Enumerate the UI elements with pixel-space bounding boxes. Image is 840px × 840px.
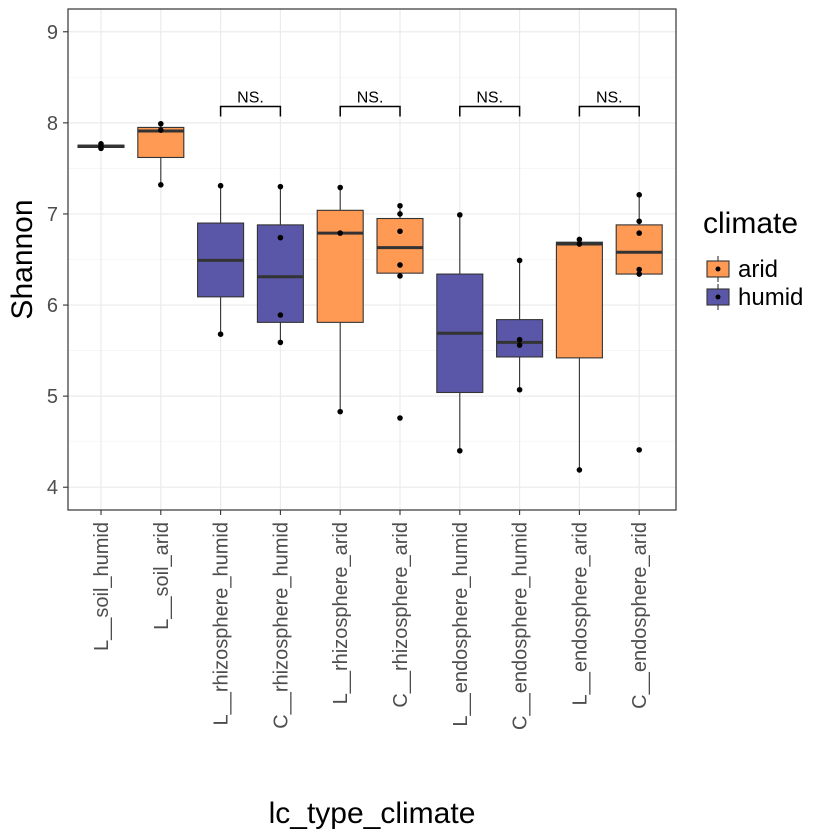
bracket-line <box>578 105 640 117</box>
data-point <box>397 415 403 421</box>
data-point <box>397 262 403 268</box>
data-point <box>337 230 344 236</box>
y-tick-label: 4 <box>47 477 58 499</box>
box-L__endosphere_arid <box>555 236 603 473</box>
box-iqr <box>555 241 603 359</box>
bracket-line <box>219 105 282 117</box>
x-tick-label: C__endosphere_humid <box>510 522 532 730</box>
data-point <box>397 202 403 209</box>
data-point <box>217 331 224 337</box>
data-point <box>277 234 284 241</box>
box-L__soil_arid <box>137 120 185 188</box>
bracket-line <box>459 105 521 117</box>
data-point <box>158 127 164 133</box>
data-point <box>277 339 284 346</box>
box-L__soil_humid <box>77 141 125 152</box>
legend-title: climate <box>703 207 798 240</box>
x-tick-label: L__soil_humid <box>91 522 113 651</box>
data-point <box>158 120 164 127</box>
data-point <box>457 212 463 218</box>
x-axis-title: lc_type_climate <box>269 797 476 830</box>
data-point <box>516 342 523 348</box>
legend-item-humid: humid <box>706 284 803 311</box>
box-L__rhizosphere_humid <box>197 182 245 337</box>
data-point <box>636 218 642 225</box>
significance-brackets: NS. NS. NS. NS. <box>219 89 640 117</box>
plot-panel-border <box>67 8 677 511</box>
y-tick-label: 9 <box>47 22 58 44</box>
box-iqr <box>316 209 364 323</box>
data-point <box>457 447 463 454</box>
box-L__rhizosphere_arid <box>316 184 364 415</box>
x-tick-label: L__rhizosphere_humid <box>211 522 233 725</box>
x-tick-label: L__soil_arid <box>151 522 173 630</box>
box-iqr <box>256 224 304 323</box>
box-C__rhizosphere_humid <box>256 183 304 346</box>
significance-bracket: NS. <box>578 89 640 117</box>
data-point <box>576 241 583 247</box>
data-point <box>397 273 403 279</box>
data-point <box>516 336 523 343</box>
bracket-line <box>339 105 401 117</box>
significance-bracket: NS. <box>339 89 401 117</box>
significance-label: NS. <box>237 89 264 106</box>
data-point <box>277 183 284 190</box>
data-point <box>337 408 344 415</box>
y-tick-label: 7 <box>47 204 58 226</box>
data-point <box>576 236 583 243</box>
significance-bracket: NS. <box>459 89 521 117</box>
data-point <box>337 184 344 191</box>
x-tick-label: C__endosphere_arid <box>629 522 651 709</box>
box-C__rhizosphere_arid <box>376 202 424 421</box>
data-point <box>636 447 642 453</box>
data-point <box>636 271 642 277</box>
y-tick-label: 8 <box>47 113 58 135</box>
significance-bracket: NS. <box>219 89 282 117</box>
box-L__endosphere_humid <box>436 212 484 454</box>
data-point <box>277 312 284 318</box>
legend-key-point <box>715 266 721 272</box>
data-point <box>217 182 224 189</box>
data-point <box>397 228 403 235</box>
x-tick-label: L__rhizosphere_arid <box>330 522 352 704</box>
significance-label: NS. <box>476 89 503 106</box>
legend-item-arid: arid <box>706 256 778 283</box>
data-point <box>516 257 523 264</box>
y-axis-title: Shannon <box>6 199 39 319</box>
x-axis-ticks: L__soil_humid L__soil_arid L__rhizosphere_… <box>91 510 651 730</box>
x-tick-label: L__endosphere_humid <box>450 522 472 727</box>
significance-label: NS. <box>357 89 384 106</box>
boxes <box>77 120 663 473</box>
legend-label: humid <box>738 284 803 311</box>
legend-key-point <box>715 294 721 300</box>
y-tick-label: 5 <box>47 386 58 408</box>
data-point <box>636 192 642 198</box>
data-point <box>636 266 642 273</box>
y-axis-ticks: 4 5 6 7 8 9 <box>47 22 68 499</box>
x-tick-label: C__rhizosphere_humid <box>270 522 292 729</box>
data-point <box>397 211 403 217</box>
data-point <box>576 467 583 473</box>
box-C__endosphere_humid <box>496 257 544 393</box>
significance-label: NS. <box>596 89 623 106</box>
y-tick-label: 6 <box>47 295 58 317</box>
legend-label: arid <box>738 256 778 283</box>
x-tick-label: L__endosphere_arid <box>569 522 591 706</box>
data-point <box>158 182 164 188</box>
x-tick-label: C__rhizosphere_arid <box>390 522 412 708</box>
data-point <box>516 386 523 393</box>
box-C__endosphere_arid <box>615 192 663 453</box>
data-point <box>636 230 642 236</box>
data-point <box>98 141 104 147</box>
